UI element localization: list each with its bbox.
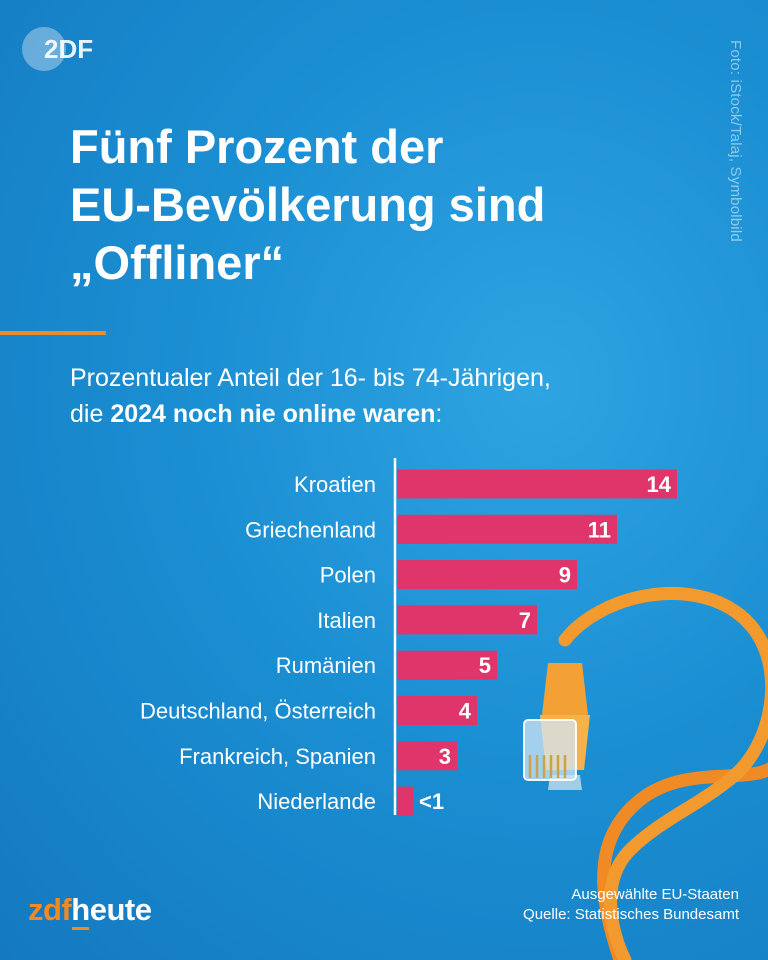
category-label-0: Kroatien	[294, 472, 376, 497]
zdf-logo-text: 2DF	[44, 34, 93, 64]
title-line-3: „Offliner“	[70, 236, 285, 289]
page-title: Fünf Prozent der EU-Bevölkerung sind „Of…	[70, 118, 670, 292]
zdf-logo: 2DF	[22, 27, 104, 71]
bar-5	[397, 696, 477, 725]
brand-heute-rest: eute	[89, 892, 152, 927]
value-label-4: 5	[479, 653, 491, 678]
bar-4	[397, 650, 497, 680]
value-label-3: 7	[519, 608, 531, 633]
bar-7	[397, 786, 413, 816]
bar-2	[397, 560, 577, 590]
brand-zdf: zdf	[28, 892, 72, 927]
accent-divider	[0, 331, 106, 335]
category-label-6: Frankreich, Spanien	[179, 744, 376, 769]
footnote-selection: Ausgewählte EU-Staaten	[571, 886, 739, 903]
network-cable-illustration	[523, 587, 768, 960]
category-label-7: Niederlande	[257, 789, 376, 814]
value-label-5: 4	[459, 699, 472, 724]
subtitle-line-2-bold: 2024 noch nie online waren	[110, 400, 436, 428]
chart-footnote: Ausgewählte EU-Staaten Quelle: Statistis…	[523, 885, 739, 925]
category-label-5: Deutschland, Österreich	[140, 699, 376, 724]
bar-0	[397, 469, 677, 499]
zdfheute-logo: zdfheute	[28, 892, 152, 928]
title-line-1: Fünf Prozent der	[70, 120, 444, 173]
footnote-source: Quelle: Statistisches Bundesamt	[523, 906, 739, 923]
bar-3	[397, 605, 537, 635]
bar-6	[397, 741, 457, 771]
category-label-4: Rumänien	[276, 653, 376, 678]
value-label-7: <1	[419, 789, 444, 814]
value-label-0: 14	[647, 472, 672, 497]
title-line-2: EU-Bevölkerung sind	[70, 178, 546, 231]
chart-subtitle: Prozentualer Anteil der 16- bis 74-Jähri…	[70, 360, 710, 432]
category-label-1: Griechenland	[245, 517, 376, 542]
value-label-6: 3	[439, 744, 451, 769]
category-label-2: Polen	[320, 563, 376, 588]
subtitle-line-2-pre: die	[70, 400, 111, 428]
subtitle-line-1: Prozentualer Anteil der 16- bis 74-Jähri…	[70, 364, 551, 392]
value-label-1: 11	[588, 517, 611, 542]
value-label-2: 9	[559, 563, 571, 588]
brand-heute-h: h	[71, 892, 90, 927]
category-label-3: Italien	[317, 608, 376, 633]
subtitle-line-2-post: :	[435, 400, 443, 428]
bar-1	[397, 514, 617, 544]
